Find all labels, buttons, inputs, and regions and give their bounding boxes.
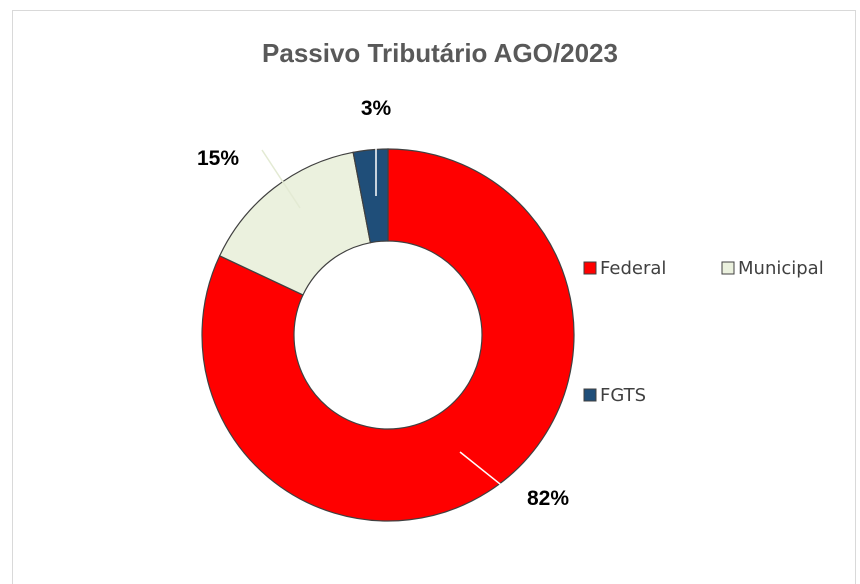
data-label-municipal: 15% (197, 147, 239, 170)
slice-fgts (352, 148, 389, 244)
leader-line-municipal (261, 149, 301, 209)
legend-label-municipal: Municipal (738, 258, 824, 279)
legend: Federal Municipal FGTS (583, 258, 824, 406)
data-labels-group: 82% 15% 3% (197, 97, 569, 510)
leader-line-federal (459, 451, 511, 493)
legend-swatch-fgts (583, 388, 597, 402)
leader-lines-group (261, 124, 511, 493)
data-label-federal: 82% (527, 487, 569, 510)
legend-item-federal: Federal (583, 258, 666, 279)
slices-group (201, 148, 575, 522)
chart-title: Passivo Tributário AGO/2023 (262, 38, 618, 68)
legend-label-fgts: FGTS (600, 385, 646, 406)
slice-federal (201, 148, 575, 522)
data-label-fgts: 3% (361, 97, 392, 120)
legend-swatch-federal (583, 261, 597, 275)
slice-municipal (218, 151, 372, 296)
legend-item-fgts: FGTS (583, 385, 646, 406)
legend-item-municipal: Municipal (721, 258, 824, 279)
legend-swatch-municipal (721, 261, 735, 275)
legend-label-federal: Federal (600, 258, 666, 279)
